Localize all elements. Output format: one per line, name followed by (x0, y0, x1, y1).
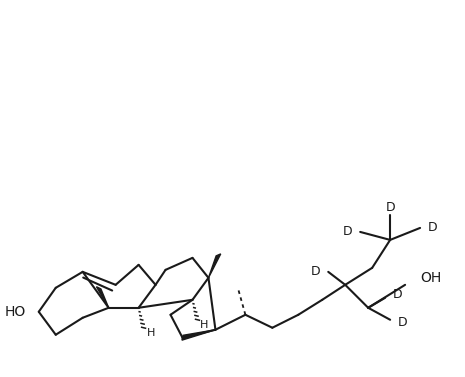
Text: H: H (146, 328, 155, 338)
Text: D: D (385, 201, 395, 215)
Polygon shape (96, 287, 109, 308)
Polygon shape (208, 254, 221, 278)
Text: D: D (398, 316, 408, 329)
Text: D: D (428, 221, 438, 234)
Polygon shape (182, 330, 215, 340)
Text: H: H (200, 320, 209, 330)
Text: OH: OH (420, 271, 441, 285)
Text: D: D (343, 225, 352, 238)
Text: D: D (393, 288, 403, 301)
Text: HO: HO (5, 305, 26, 319)
Text: D: D (311, 265, 320, 278)
